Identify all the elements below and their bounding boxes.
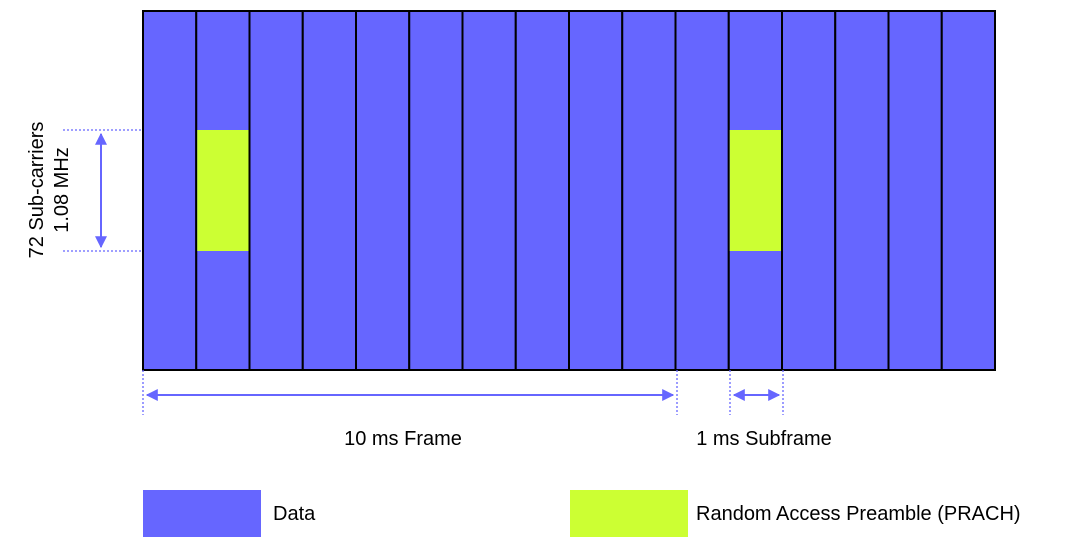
freq-bandwidth-label: 1.08 MHz bbox=[51, 147, 73, 233]
subframe-14 bbox=[887, 10, 943, 371]
subframe-5 bbox=[408, 10, 464, 371]
subframe-6 bbox=[461, 10, 517, 371]
legend-label-data: Data bbox=[273, 503, 316, 525]
subframe-grid bbox=[142, 10, 996, 371]
legend-label-prach: Random Access Preamble (PRACH) bbox=[696, 503, 1021, 525]
subframe-15 bbox=[940, 10, 996, 371]
subframe-0 bbox=[142, 10, 198, 371]
legend-swatch-prach bbox=[570, 490, 688, 537]
freq-subcarriers-label: 72 Sub-carriers bbox=[26, 122, 48, 259]
prach-block-11 bbox=[729, 130, 781, 251]
time-annotation: 10 ms Frame 1 ms Subframe bbox=[142, 370, 832, 450]
subframe-label: 1 ms Subframe bbox=[696, 428, 832, 450]
subframe-7 bbox=[514, 10, 570, 371]
subframe-8 bbox=[568, 10, 624, 371]
subframe-10 bbox=[674, 10, 730, 371]
subframe-9 bbox=[621, 10, 677, 371]
frequency-annotation: 72 Sub-carriers 1.08 MHz bbox=[26, 122, 143, 259]
prach-block-1 bbox=[197, 130, 249, 251]
legend: Data Random Access Preamble (PRACH) bbox=[143, 490, 1021, 537]
legend-swatch-data bbox=[143, 490, 261, 537]
subframe-13 bbox=[834, 10, 890, 371]
subframe-2 bbox=[248, 10, 304, 371]
subframe-4 bbox=[355, 10, 411, 371]
subframe-12 bbox=[781, 10, 837, 371]
subframe-3 bbox=[301, 10, 357, 371]
frame-label: 10 ms Frame bbox=[344, 428, 462, 450]
